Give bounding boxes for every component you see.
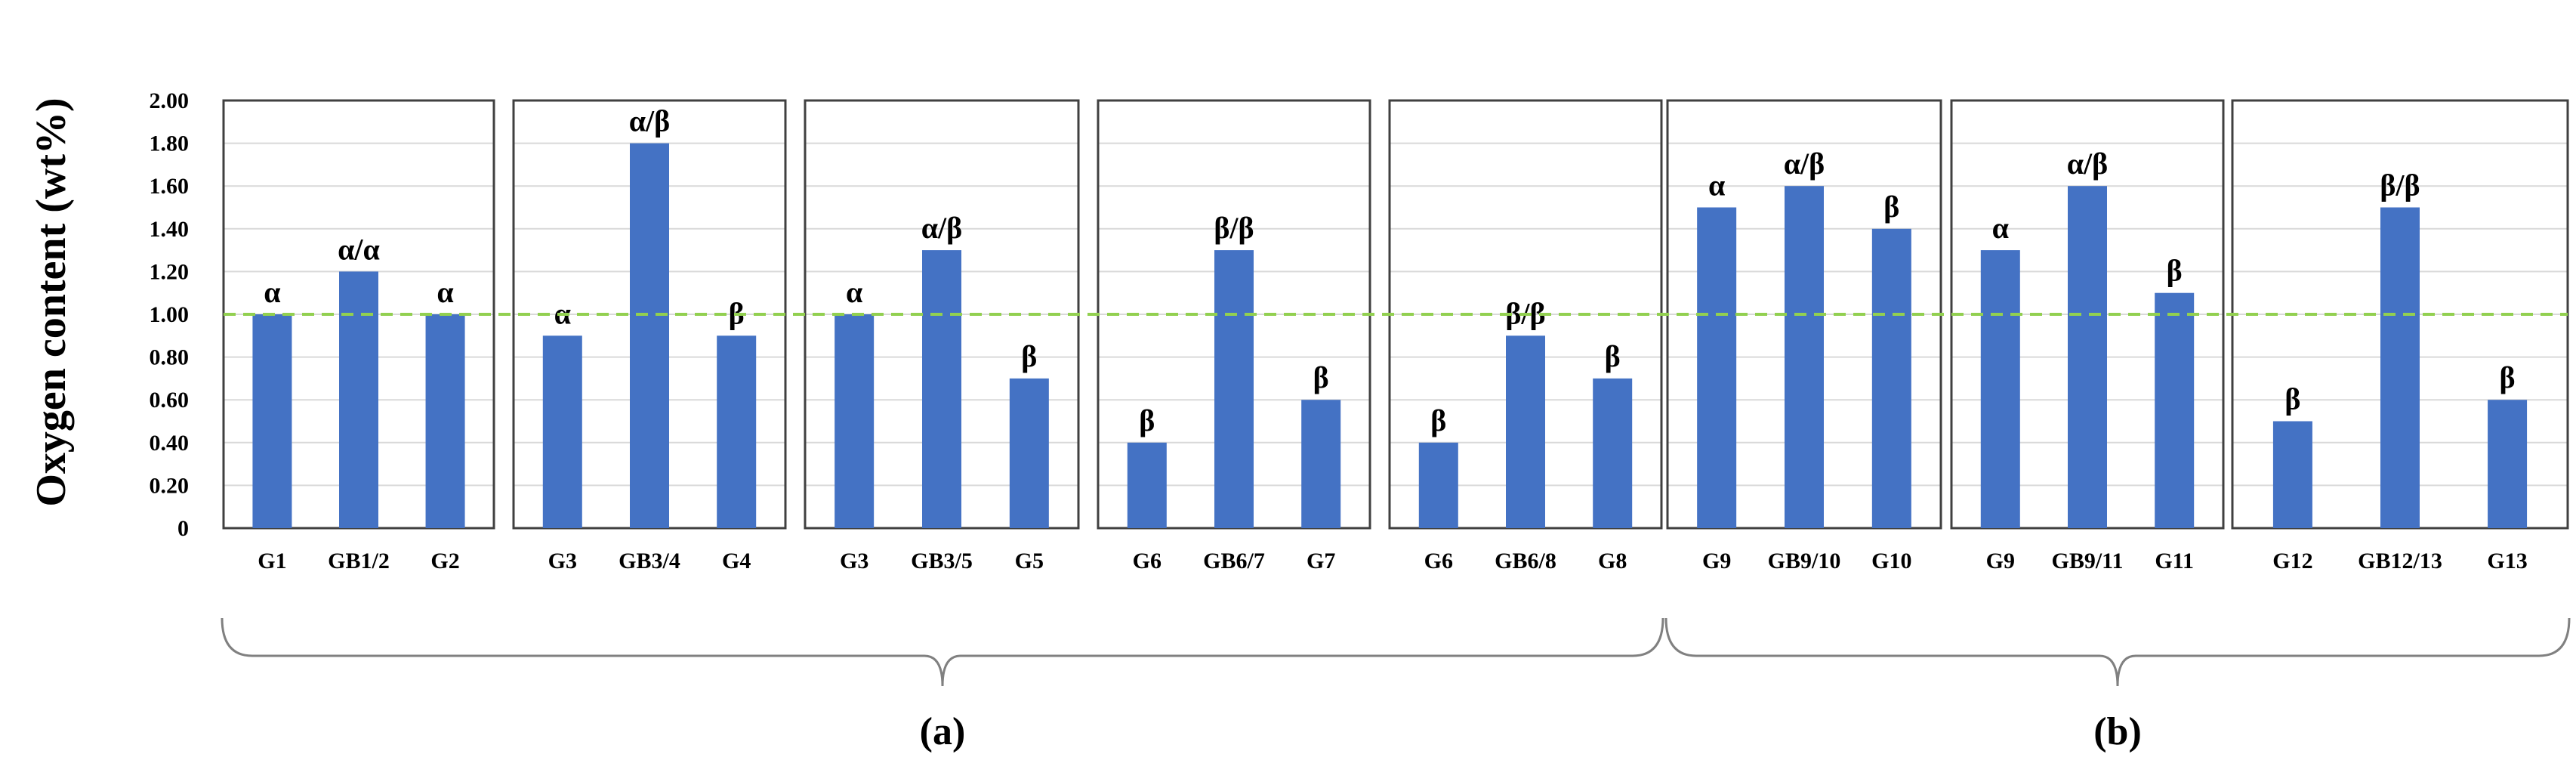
group-brace-2 bbox=[1664, 617, 2571, 687]
bar-G12 bbox=[2272, 421, 2312, 528]
bar-GB3/5 bbox=[922, 250, 961, 528]
x-tick-label: GB9/11 bbox=[2051, 549, 2123, 573]
phase-label: β/β bbox=[1214, 211, 1254, 245]
phase-label: β bbox=[1021, 339, 1037, 373]
phase-label: α/β bbox=[921, 211, 963, 245]
bar-G6 bbox=[1127, 442, 1167, 528]
bar-G2 bbox=[425, 314, 465, 528]
x-tick-label: GB9/10 bbox=[1768, 549, 1841, 573]
phase-label: β bbox=[1883, 190, 1899, 224]
x-tick-label: G3 bbox=[840, 549, 868, 573]
y-axis-label: Oxygen content (wt%) bbox=[28, 97, 75, 506]
x-tick-label: G6 bbox=[1424, 549, 1453, 573]
phase-label: β bbox=[2284, 382, 2300, 416]
bar-GB9/10 bbox=[1785, 186, 1824, 528]
bar-GB6/7 bbox=[1214, 250, 1254, 528]
bar-GB6/8 bbox=[1506, 335, 1545, 528]
x-tick-label: G6 bbox=[1133, 549, 1162, 573]
bar-G4 bbox=[717, 335, 757, 528]
x-tick-label: G1 bbox=[258, 549, 286, 573]
phase-label: β bbox=[2500, 360, 2516, 394]
y-tick-label: 1.80 bbox=[150, 131, 190, 156]
x-tick-label: G11 bbox=[2155, 549, 2194, 573]
phase-label: α bbox=[1708, 168, 1725, 202]
x-tick-label: G13 bbox=[2487, 549, 2527, 573]
bar-G8 bbox=[1593, 378, 1633, 528]
y-tick-label: 1.40 bbox=[150, 217, 190, 242]
phase-label: β bbox=[2167, 254, 2183, 288]
x-tick-label: GB3/5 bbox=[911, 549, 973, 573]
x-tick-label: G10 bbox=[1871, 549, 1911, 573]
phase-label: α bbox=[437, 275, 453, 309]
x-tick-label: G12 bbox=[2272, 549, 2312, 573]
bar-G3 bbox=[542, 335, 582, 528]
bar-GB9/11 bbox=[2068, 186, 2107, 528]
x-tick-label: G9 bbox=[1702, 549, 1731, 573]
y-tick-label: 0.60 bbox=[150, 388, 190, 413]
y-tick-label: 0 bbox=[177, 516, 189, 541]
x-tick-label: G2 bbox=[430, 549, 459, 573]
bar-GB12/13 bbox=[2380, 207, 2420, 528]
phase-label: β bbox=[1313, 360, 1329, 394]
phase-label: β/β bbox=[2380, 168, 2420, 202]
phase-label: α/α bbox=[338, 232, 380, 266]
y-tick-label: 1.20 bbox=[150, 259, 190, 284]
phase-label: α bbox=[846, 275, 862, 309]
y-tick-label: 2.00 bbox=[150, 88, 190, 113]
phase-label: α/β bbox=[1784, 147, 1825, 181]
x-tick-label: GB6/8 bbox=[1495, 549, 1556, 573]
phase-label: α bbox=[264, 275, 280, 309]
y-tick-label: 0.20 bbox=[150, 473, 190, 498]
x-tick-label: G4 bbox=[722, 549, 751, 573]
y-tick-label: 0.80 bbox=[150, 345, 190, 370]
x-tick-label: G5 bbox=[1015, 549, 1044, 573]
phase-label: β bbox=[1430, 403, 1446, 437]
bar-G6 bbox=[1418, 442, 1458, 528]
bar-G10 bbox=[1871, 228, 1911, 528]
phase-label: α/β bbox=[2067, 147, 2109, 181]
phase-label: β bbox=[1139, 403, 1155, 437]
y-tick-label: 0.40 bbox=[150, 431, 190, 456]
x-tick-label: G8 bbox=[1598, 549, 1627, 573]
bar-G5 bbox=[1009, 378, 1049, 528]
y-tick-label: 1.00 bbox=[150, 302, 190, 327]
y-tick-label: 1.60 bbox=[150, 174, 190, 199]
phase-label: α/β bbox=[629, 104, 671, 138]
x-tick-label: G9 bbox=[1986, 549, 2015, 573]
bar-G9 bbox=[1697, 207, 1737, 528]
group-label: (b) bbox=[2093, 710, 2142, 753]
bar-G1 bbox=[252, 314, 292, 528]
bar-GB3/4 bbox=[630, 143, 669, 528]
x-tick-label: GB3/4 bbox=[619, 549, 680, 573]
phase-label: α bbox=[1992, 211, 2009, 245]
x-tick-label: GB1/2 bbox=[328, 549, 390, 573]
x-tick-label: GB6/7 bbox=[1203, 549, 1265, 573]
bar-G13 bbox=[2488, 400, 2528, 528]
group-label: (a) bbox=[920, 710, 966, 753]
bar-G9 bbox=[1980, 250, 2020, 528]
phase-label: β bbox=[1605, 339, 1621, 373]
x-tick-label: GB12/13 bbox=[2358, 549, 2442, 573]
x-tick-label: G3 bbox=[548, 549, 577, 573]
bar-G3 bbox=[835, 314, 875, 528]
bar-GB1/2 bbox=[339, 271, 378, 528]
group-brace-1 bbox=[221, 617, 1664, 687]
bar-G7 bbox=[1301, 400, 1341, 528]
x-tick-label: G7 bbox=[1307, 549, 1335, 573]
bar-G11 bbox=[2155, 292, 2195, 528]
